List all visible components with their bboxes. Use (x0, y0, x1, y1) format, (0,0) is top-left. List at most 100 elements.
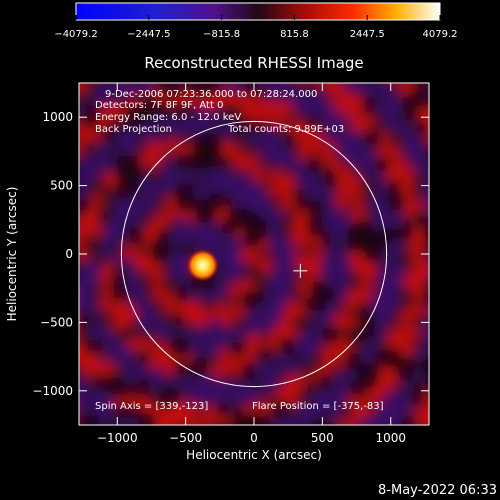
heatmap-cell (399, 379, 415, 394)
heatmap-cell (186, 286, 205, 304)
heatmap-cell (79, 141, 87, 159)
heatmap-cell (226, 391, 245, 410)
heatmap-cell (85, 272, 101, 288)
y-tick-label: −500 (40, 315, 73, 329)
heatmap-cell (231, 83, 247, 95)
heatmap-cell (411, 367, 428, 384)
heatmap-cell (100, 170, 121, 191)
heatmap-cell (374, 83, 392, 94)
heatmap-cell (251, 167, 269, 185)
heatmap-cell (350, 192, 366, 209)
heatmap-cell (384, 374, 400, 390)
heatmap-cell (58, 297, 79, 318)
heatmap-cell (113, 60, 130, 77)
heatmap-cell (357, 83, 378, 98)
heatmap-cell (419, 320, 429, 341)
heatmap-cell (385, 63, 404, 82)
heatmap-cell (95, 112, 114, 130)
heatmap-cell (85, 126, 104, 146)
heatmap-cell (220, 412, 235, 425)
heatmap-cell (421, 263, 429, 279)
y-tick-label: 500 (50, 179, 73, 193)
heatmap-cell (199, 338, 222, 361)
heatmap-cell (86, 325, 102, 341)
x-axis-ticks: −1000 −500 0 500 1000 (97, 83, 406, 445)
heatmap-cell (373, 323, 390, 339)
heatmap-cell (158, 412, 181, 425)
heatmap-cell (413, 418, 429, 425)
heatmap-cell (187, 340, 205, 358)
heatmap-cell (126, 64, 144, 82)
heatmap-cell (104, 159, 119, 175)
heatmap-cell (345, 367, 361, 382)
heatmap-cell (79, 83, 89, 98)
heatmap-cell (345, 98, 365, 119)
heatmap-cell (396, 83, 419, 98)
heatmap-cell (412, 348, 427, 363)
heatmap-cell (58, 147, 73, 162)
heatmap-cell (289, 372, 310, 392)
info-block: 9-Dec-2006 07:23:36.000 to 07:28:24.000 … (95, 89, 344, 135)
heatmap-cell (380, 242, 403, 265)
heatmap-cell (281, 322, 301, 341)
heatmap-cell (239, 244, 261, 266)
heatmap-cell (227, 141, 243, 157)
heatmap-cell (266, 361, 282, 377)
heatmap-cell (289, 227, 312, 249)
heatmap-cell (303, 182, 324, 202)
heatmap-cell (382, 414, 403, 425)
heatmap-cell (123, 349, 139, 365)
heatmap-cell (187, 116, 209, 138)
heatmap-cell (320, 197, 338, 216)
heatmap-cell (304, 337, 322, 356)
heatmap-cell (264, 334, 283, 353)
heatmap-cell (148, 259, 165, 276)
heatmap-cell (123, 140, 140, 157)
heatmap-cell (96, 397, 117, 417)
y-axis-ticks: −1000 −500 0 500 1000 (32, 110, 429, 398)
heatmap-cell (226, 360, 244, 378)
heatmap-cell (355, 112, 378, 135)
heatmap-cell (139, 228, 159, 248)
spin-axis-marker (293, 263, 308, 278)
heatmap-cell (319, 155, 335, 171)
heatmap-cell (97, 360, 118, 380)
heatmap-cell (162, 195, 180, 213)
heatmap-cell (212, 204, 232, 224)
heatmap-cell (330, 350, 349, 369)
heatmap-cell (255, 256, 275, 277)
heatmap-cell (149, 217, 166, 234)
x-tick-label: −1000 (97, 431, 138, 445)
heatmap-cell (406, 280, 428, 302)
heatmap-cell (230, 301, 248, 319)
heatmap-cell (283, 390, 303, 409)
info-energy-range: Energy Range: 6.0 - 12.0 keV (95, 112, 241, 123)
y-tick-label: 1000 (42, 110, 73, 124)
heatmap-cell (160, 170, 181, 191)
heatmap-cell (420, 163, 429, 184)
spin-axis-label: Spin Axis = [339,-123] (95, 401, 208, 412)
x-tick-label: −500 (169, 431, 202, 445)
heatmap-cell (399, 401, 415, 417)
heatmap-cell (89, 191, 106, 208)
heatmap-cell (347, 315, 362, 330)
heatmap-cell (95, 139, 115, 160)
heatmap-cell (99, 283, 115, 299)
heatmap-cell (297, 418, 312, 425)
heatmap-cell (412, 403, 429, 424)
colorbar-tick-label: 815.8 (280, 29, 309, 40)
y-tick-label: −1000 (32, 384, 73, 398)
heatmap-cell (151, 114, 169, 132)
heatmap-cell (123, 416, 140, 425)
heatmap-cell (375, 145, 390, 160)
heatmap-cell (330, 158, 349, 177)
heatmap-image (58, 60, 429, 425)
heatmap-cell (318, 350, 333, 366)
heatmap-cell (60, 78, 75, 93)
heatmap-cell (97, 242, 116, 261)
heatmap-cell (204, 120, 220, 135)
heatmap-cell (396, 338, 418, 360)
heatmap-cell (267, 233, 288, 255)
heatmap-cell (176, 87, 196, 107)
heatmap-cell (402, 205, 418, 221)
